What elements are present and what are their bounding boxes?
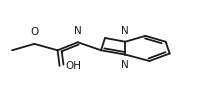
Text: OH: OH xyxy=(65,61,81,71)
Text: N: N xyxy=(121,60,129,70)
Text: O: O xyxy=(30,27,38,37)
Text: N: N xyxy=(121,26,129,36)
Text: N: N xyxy=(74,26,82,36)
